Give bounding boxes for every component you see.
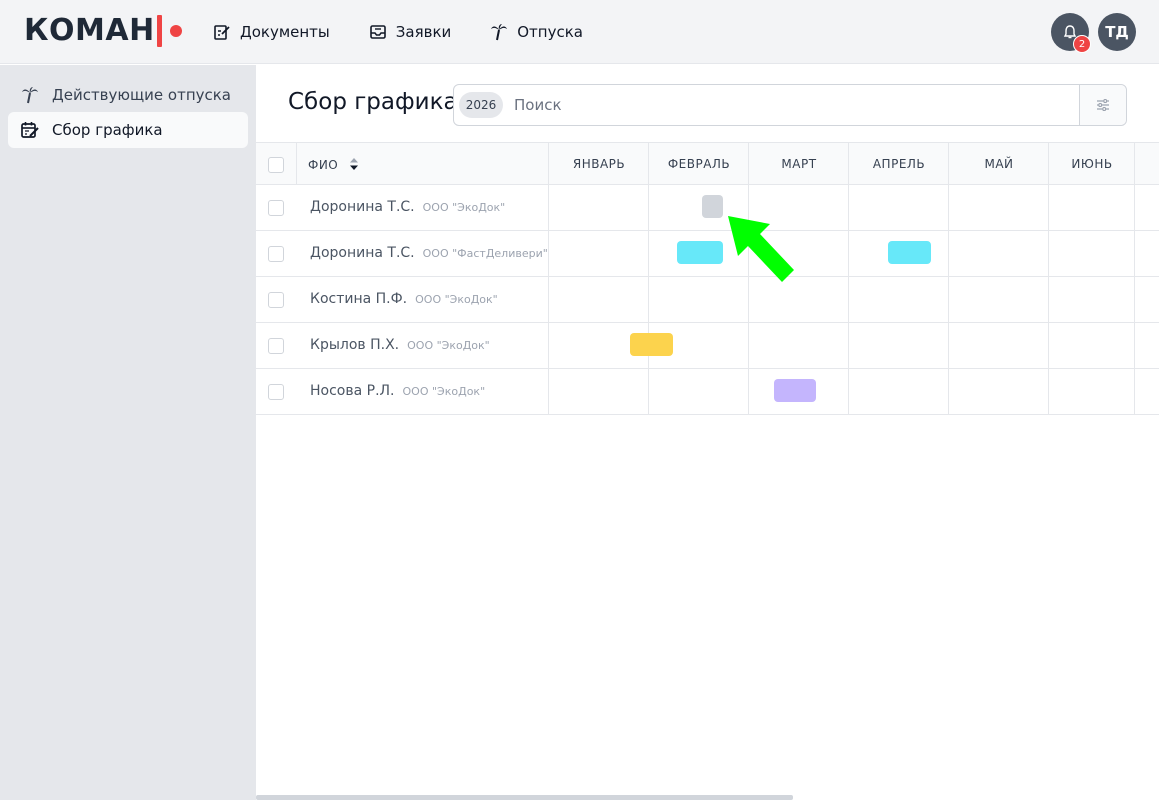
calendar-edit-icon xyxy=(20,120,40,140)
row-checkbox[interactable] xyxy=(268,200,284,216)
sidebar-item-label: Сбор графика xyxy=(52,121,163,139)
nav-vacations-label: Отпуска xyxy=(517,23,583,41)
filter-button[interactable] xyxy=(1079,85,1126,125)
employee-cell: Крылов П.Х. ООО "ЭкоДок" xyxy=(310,337,490,353)
column-header-name[interactable]: ФИО xyxy=(308,157,359,174)
bell-icon xyxy=(1062,24,1078,40)
sidebar-item-active-vacations[interactable]: Действующие отпуска xyxy=(8,77,248,113)
employee-org: ООО "ЭкоДок" xyxy=(402,385,486,398)
row-checkbox[interactable] xyxy=(268,246,284,262)
row-checkbox[interactable] xyxy=(268,338,284,354)
inbox-icon xyxy=(368,22,388,42)
sliders-icon xyxy=(1096,98,1110,112)
vacation-bar[interactable] xyxy=(888,241,931,264)
grid-line xyxy=(748,142,749,414)
logo-bar xyxy=(156,15,162,47)
employee-name: Носова Р.Л. xyxy=(310,383,395,399)
horizontal-scrollbar[interactable] xyxy=(256,795,793,800)
sidebar-item-schedule-collection[interactable]: Сбор графика xyxy=(8,112,248,148)
logo-text: КОМАН xyxy=(24,13,155,48)
employee-org: ООО "ФастДеливери" xyxy=(422,247,548,260)
user-avatar[interactable]: ТД xyxy=(1098,13,1136,51)
year-chip[interactable]: 2026 xyxy=(459,92,503,118)
grid-line xyxy=(296,142,297,185)
column-header-month: ФЕВРАЛЬ xyxy=(667,157,731,171)
table-row[interactable]: Костина П.Ф. ООО "ЭкоДок" xyxy=(256,277,1159,323)
table-row[interactable]: Крылов П.Х. ООО "ЭкоДок" xyxy=(256,323,1159,369)
nav-requests[interactable]: Заявки xyxy=(368,22,451,42)
table-row[interactable]: Доронина Т.С. ООО "ЭкоДок" xyxy=(256,185,1159,231)
logo[interactable]: КОМАН xyxy=(24,14,182,48)
notifications-badge: 2 xyxy=(1073,35,1091,53)
top-nav: Документы Заявки Отпуска xyxy=(212,18,621,46)
palm-tree-icon xyxy=(489,22,509,42)
employee-cell: Доронина Т.С. ООО "ЭкоДок" xyxy=(310,199,505,215)
row-checkbox[interactable] xyxy=(268,292,284,308)
column-header-name-label: ФИО xyxy=(308,158,339,172)
page-title: Сбор графика xyxy=(288,89,458,115)
select-all-checkbox[interactable] xyxy=(268,157,284,173)
table-row[interactable]: Носова Р.Л. ООО "ЭкоДок" xyxy=(256,369,1159,415)
column-header-month: АПРЕЛЬ xyxy=(872,157,926,171)
document-edit-icon xyxy=(212,22,232,42)
employee-org: ООО "ЭкоДок" xyxy=(415,293,498,306)
grid-line xyxy=(1134,142,1135,414)
grid-line xyxy=(1048,142,1049,414)
sidebar-item-label: Действующие отпуска xyxy=(52,86,231,104)
column-header-month: ЯНВАРЬ xyxy=(572,157,626,171)
logo-dot xyxy=(169,25,182,37)
employee-name: Доронина Т.С. xyxy=(310,245,415,261)
grid-line xyxy=(848,142,849,414)
search-input[interactable] xyxy=(514,91,1074,119)
sort-icon xyxy=(349,157,359,174)
employee-cell: Доронина Т.С. ООО "ФастДеливери" xyxy=(310,245,548,261)
nav-documents[interactable]: Документы xyxy=(212,22,330,42)
employee-org: ООО "ЭкоДок" xyxy=(407,339,490,352)
vacation-bar[interactable] xyxy=(677,241,723,264)
column-header-month: ИЮНЬ xyxy=(1071,157,1113,171)
table-row[interactable]: Доронина Т.С. ООО "ФастДеливери" xyxy=(256,231,1159,277)
grid-line xyxy=(648,142,649,414)
row-checkbox[interactable] xyxy=(268,384,284,400)
employee-name: Крылов П.Х. xyxy=(310,337,400,353)
table-header: ФИО ЯНВАРЬ ФЕВРАЛЬ МАРТ АПРЕЛЬ МАЙ ИЮНЬ xyxy=(256,142,1159,185)
employee-name: Костина П.Ф. xyxy=(310,291,408,307)
search-box: 2026 xyxy=(453,84,1127,126)
employee-cell: Носова Р.Л. ООО "ЭкоДок" xyxy=(310,383,485,399)
vacation-bar[interactable] xyxy=(702,195,723,218)
employee-cell: Костина П.Ф. ООО "ЭкоДок" xyxy=(310,291,498,307)
nav-requests-label: Заявки xyxy=(395,23,452,41)
vacation-bar[interactable] xyxy=(630,333,673,356)
grid-line xyxy=(948,142,949,414)
sidebar: Действующие отпуска Сбор графика xyxy=(0,65,256,800)
vacation-bar[interactable] xyxy=(774,379,816,402)
column-header-month: МАЙ xyxy=(984,157,1014,171)
nav-documents-label: Документы xyxy=(240,23,330,41)
pointer-arrow-icon xyxy=(728,216,794,282)
grid-line xyxy=(548,142,549,414)
top-bar: КОМАН Документы Заявки Отпуска xyxy=(0,0,1159,64)
nav-vacations[interactable]: Отпуска xyxy=(489,22,583,42)
employee-name: Доронина Т.С. xyxy=(310,199,415,215)
employee-org: ООО "ЭкоДок" xyxy=(422,201,506,214)
palm-tree-icon xyxy=(20,85,40,105)
column-header-month: МАРТ xyxy=(781,157,817,171)
